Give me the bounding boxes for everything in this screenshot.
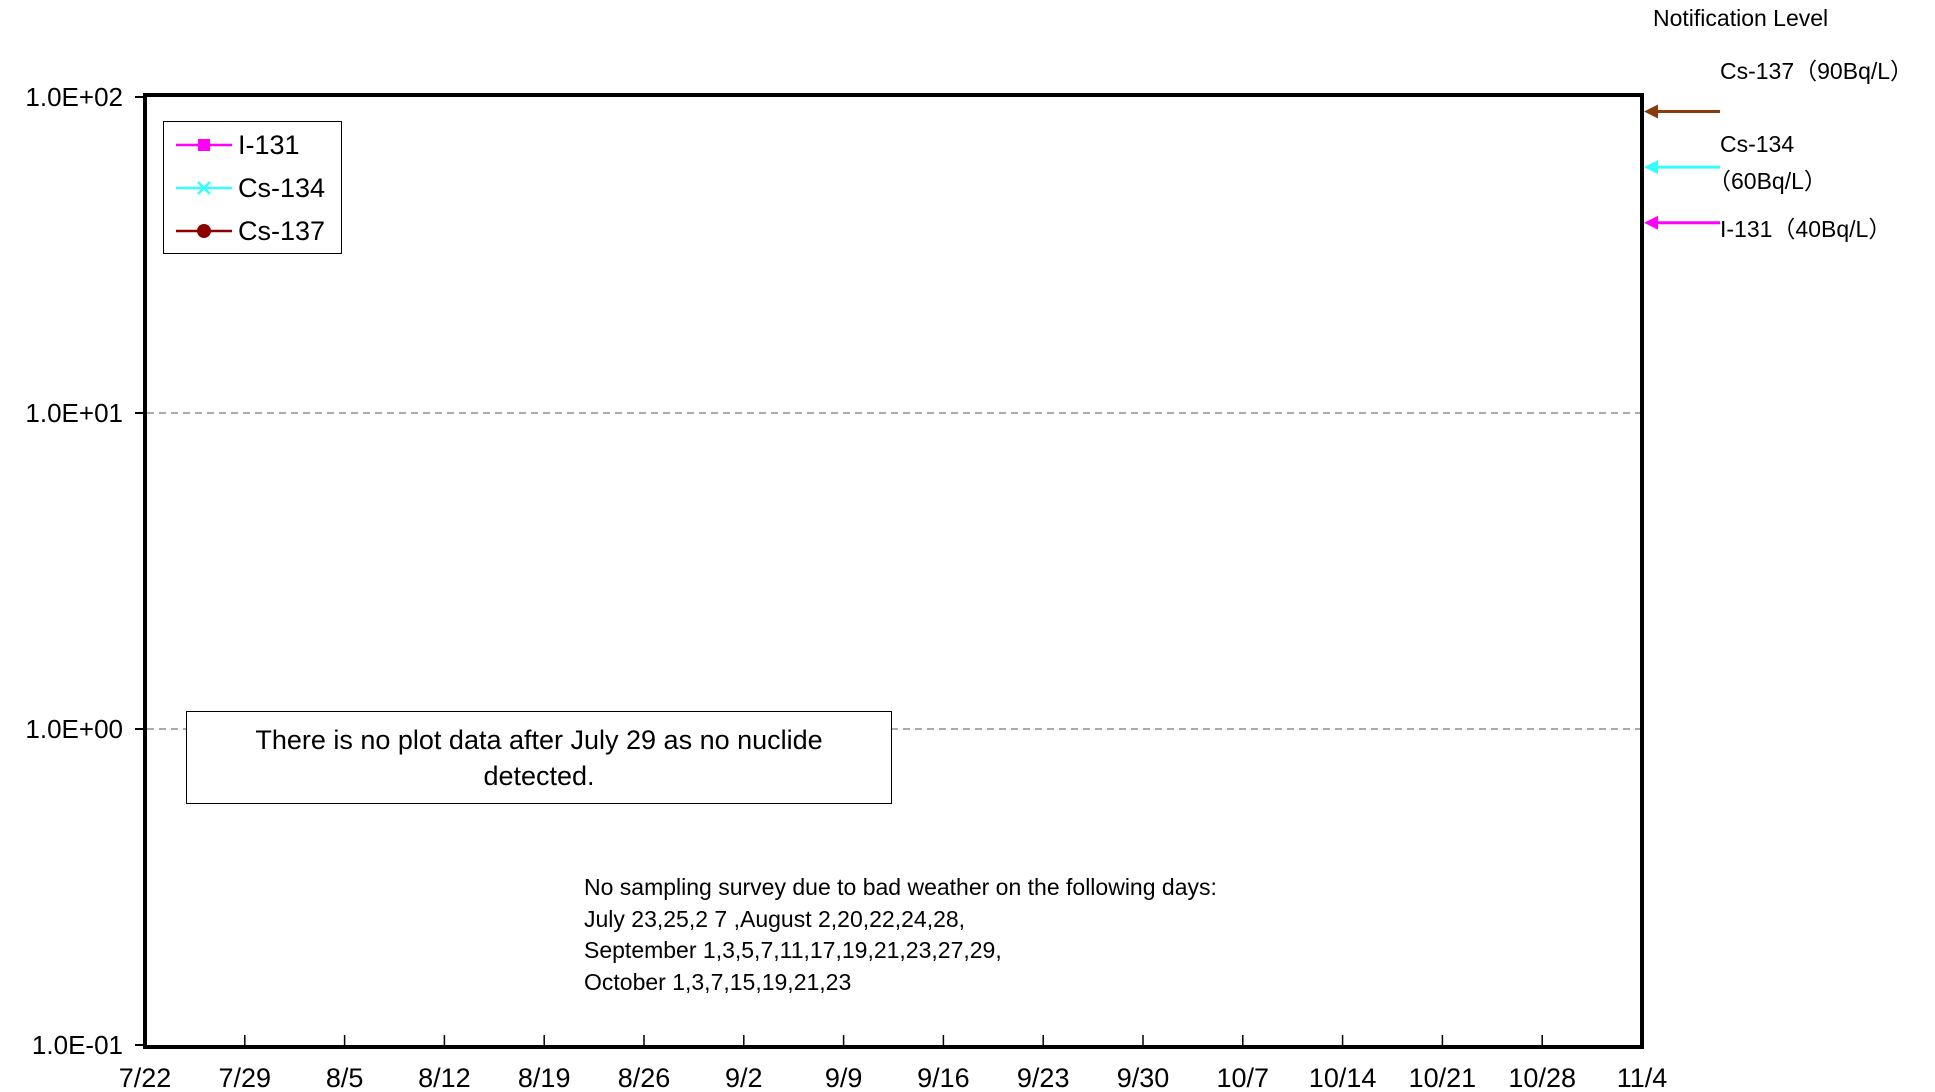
notification-arrowhead-icon (1644, 160, 1658, 175)
survey-note-line: July 23,25,2 7 ,August 2,20,22,24,28, (584, 905, 966, 932)
notification-cs134-label: Cs-134 (1720, 131, 1795, 157)
x-tick-label: 8/5 (326, 1063, 364, 1092)
legend-swatch-circle-icon (176, 224, 232, 238)
legend-label: I-131 (238, 129, 300, 160)
x-tick-label: 9/23 (1017, 1063, 1070, 1092)
x-tick-label: 9/9 (825, 1063, 863, 1092)
x-tick-label: 8/12 (418, 1063, 471, 1092)
grid-lines (147, 412, 1640, 730)
legend-swatch-square-icon (176, 139, 232, 151)
x-tick-label: 11/4 (1617, 1063, 1668, 1092)
survey-note-line: No sampling survey due to bad weather on… (584, 874, 1217, 900)
x-tick-label: 9/30 (1117, 1063, 1170, 1092)
legend-item-cs137: Cs-137 (172, 211, 325, 251)
notification-cs134-unit: （60Bq/L） (1708, 168, 1827, 194)
x-tick-label: 8/19 (518, 1063, 571, 1092)
x-tick-label: 10/14 (1309, 1063, 1377, 1092)
x-tick-label: 7/29 (219, 1063, 272, 1092)
survey-note-line: September 1,3,5,7,11,17,19,21,23,27,29, (584, 937, 1002, 963)
notification-arrowhead-icon (1644, 215, 1658, 230)
x-tick-label: 7/22 (119, 1063, 172, 1092)
x-tick-label: 8/26 (618, 1063, 671, 1092)
no-data-note: There is no plot data after July 29 as n… (186, 711, 892, 804)
x-tick-label: 10/7 (1217, 1063, 1270, 1092)
legend-item-i131: I-131 (172, 125, 300, 165)
x-axis: 7/22 7/29 8/5 8/12 8/19 8/26 9/2 9/9 9/16 9/23 9/3… (119, 1035, 1668, 1092)
legend-label: Cs-134 (238, 172, 326, 203)
y-axis: 1.0E-01 1.0E+00 1.0E+01 1.0E+02 (25, 82, 145, 1060)
notification-cs137-label: Cs-137（90Bq/L） (1720, 58, 1914, 84)
x-tick-label: 9/2 (725, 1063, 763, 1092)
survey-note-line: October 1,3,7,15,19,21,23 (584, 968, 852, 995)
legend-item-cs134: Cs-134 (172, 168, 325, 208)
y-tick-label: 1.0E+00 (25, 714, 123, 744)
x-tick-label: 10/28 (1508, 1063, 1576, 1092)
legend-swatch-x-icon (176, 181, 232, 195)
y-tick-label: 1.0E-01 (32, 1030, 123, 1060)
x-tick-label: 9/16 (917, 1063, 970, 1092)
notification-level-title: Notification Level (1653, 5, 1829, 31)
y-tick-label: 1.0E+01 (25, 398, 123, 428)
x-tick-label: 10/21 (1409, 1063, 1477, 1092)
notification-i131-label: I-131（40Bq/L） (1720, 216, 1892, 242)
notification-arrows (1644, 104, 1720, 230)
legend: I-131 Cs-134 Cs-137 (163, 121, 342, 254)
survey-note: No sampling survey due to bad weather on… (584, 872, 1217, 998)
legend-label: Cs-137 (238, 215, 326, 246)
y-tick-label: 1.0E+02 (25, 82, 123, 112)
plot-area-frame (143, 93, 1644, 1049)
notification-arrowhead-icon (1644, 104, 1658, 119)
